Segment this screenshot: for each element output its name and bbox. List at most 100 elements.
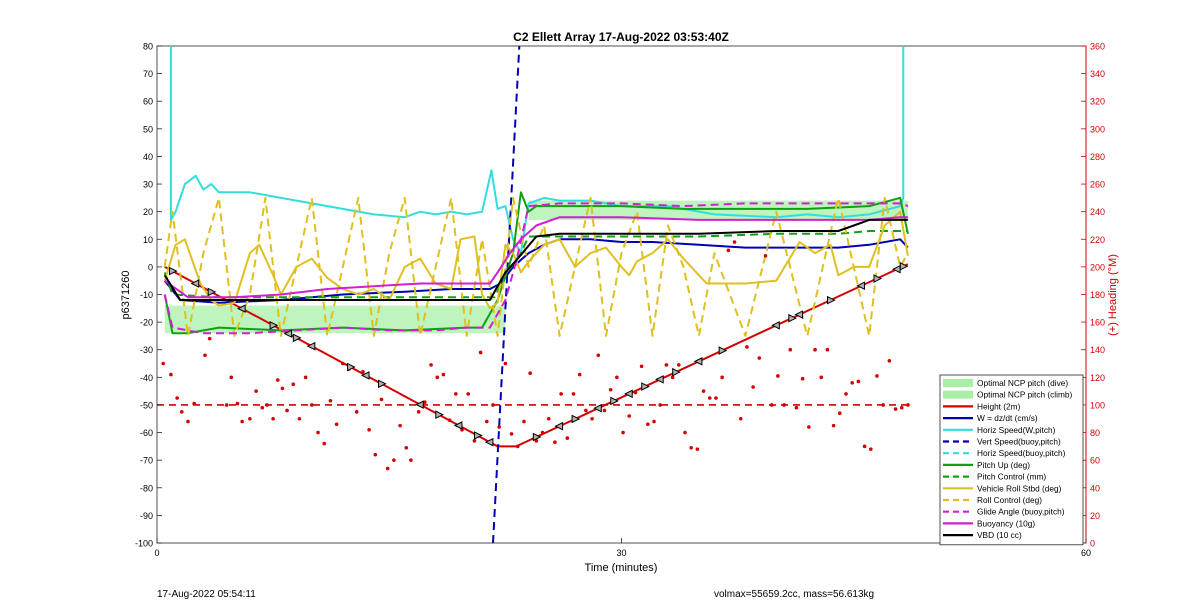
y2-tick-label: 60 — [1090, 456, 1100, 466]
heading-point — [285, 408, 289, 413]
heading-point — [466, 392, 471, 396]
legend-label: Optimal NCP pitch (dive) — [977, 378, 1068, 388]
heading-point — [316, 430, 320, 435]
heading-point — [224, 403, 229, 407]
y-tick-label: 70 — [143, 69, 153, 79]
heading-point — [367, 427, 371, 432]
heading-point — [429, 363, 433, 367]
y2-tick-label: 120 — [1090, 373, 1105, 383]
heading-point — [553, 440, 557, 445]
y-tick-label: -90 — [140, 511, 153, 521]
heading-point — [658, 403, 663, 407]
heading-point — [646, 422, 650, 427]
heading-point — [559, 392, 563, 396]
heading-point — [478, 350, 483, 355]
direction-marker — [378, 379, 387, 389]
y-tick-label: -60 — [140, 428, 153, 438]
legend-label: Horiz Speed(buoy,pitch) — [977, 448, 1066, 458]
direction-marker — [207, 287, 217, 297]
heading-point — [788, 347, 793, 352]
heading-point — [757, 356, 762, 360]
heading-point — [695, 447, 700, 451]
heading-point — [291, 382, 296, 387]
direction-marker — [788, 313, 797, 323]
heading-point — [807, 425, 811, 429]
direction-marker — [306, 341, 316, 351]
heading-point — [689, 445, 693, 450]
legend-label: Pitch Up (deg) — [977, 460, 1030, 470]
direction-marker — [655, 375, 664, 384]
y2-tick-label: 140 — [1090, 345, 1105, 355]
series-glide-angle-buoy-pitch — [163, 202, 909, 335]
direction-marker — [856, 281, 865, 291]
heading-point — [392, 458, 396, 462]
heading-point — [584, 408, 588, 413]
direction-marker — [347, 362, 356, 372]
heading-point — [192, 401, 196, 406]
series-layer — [157, 45, 909, 544]
legend-label: Height (2m) — [977, 401, 1021, 411]
heading-point — [868, 447, 873, 451]
direction-marker — [593, 403, 602, 413]
heading-point — [161, 361, 165, 366]
legend-label: Glide Angle (buoy,pitch) — [977, 507, 1065, 517]
direction-marker — [532, 432, 542, 442]
heading-point — [265, 403, 269, 407]
heading-point — [639, 364, 644, 369]
legend-label: Optimal NCP pitch (climb) — [977, 390, 1073, 400]
legend-label: W = dz/dt (cm/s) — [977, 413, 1038, 423]
heading-point — [621, 430, 625, 435]
heading-point — [423, 400, 427, 404]
direction-marker — [453, 421, 463, 430]
legend-box — [939, 374, 1084, 546]
heading-point — [714, 396, 718, 400]
y2-tick-label: 240 — [1090, 207, 1105, 217]
heading-point — [169, 372, 173, 377]
direction-marker — [283, 329, 293, 338]
heading-point — [596, 353, 601, 358]
heading-point — [838, 411, 842, 416]
legend-label: VBD (10 cc) — [977, 530, 1022, 540]
y2-axis-label: (+) Heading (°M) — [1107, 254, 1119, 336]
x-axis-label: Time (minutes) — [585, 562, 658, 574]
heading-point — [484, 419, 489, 424]
y-tick-label: -100 — [135, 539, 153, 549]
direction-marker — [292, 333, 302, 343]
heading-point — [271, 416, 275, 421]
y2-tick-label: 220 — [1090, 235, 1105, 245]
heading-point — [497, 425, 501, 429]
y-tick-label: -30 — [140, 345, 153, 355]
y-tick-label: 30 — [143, 180, 153, 190]
heading-point — [751, 385, 755, 389]
y2-tick-label: 160 — [1090, 318, 1105, 328]
series-vert-speed-buoy-pitch — [492, 45, 521, 544]
y-tick-label: 50 — [143, 124, 153, 134]
heading-point — [503, 361, 508, 366]
heading-point — [831, 423, 836, 428]
heading-point — [745, 345, 749, 349]
direction-markers — [168, 261, 909, 447]
y2-tick-label: 40 — [1090, 483, 1100, 493]
heading-point — [720, 375, 724, 380]
footer-timestamp: 17-Aug-2022 05:54:11 — [157, 589, 256, 600]
direction-marker — [554, 421, 564, 431]
series-roll-control-deg — [163, 196, 909, 337]
direction-marker — [718, 346, 728, 355]
y2-tick-label: 180 — [1090, 290, 1105, 300]
y2-tick-label: 260 — [1090, 180, 1105, 190]
footer-info: volmax=55659.2cc, mass=56.613kg — [714, 589, 875, 600]
direction-marker — [237, 304, 246, 313]
legend-label: Buoyancy (10g) — [977, 518, 1035, 528]
heading-point — [203, 353, 207, 358]
heading-point — [813, 347, 817, 352]
tick-labels: -100-90-80-70-60-50-40-30-20-10010203040… — [135, 42, 1105, 559]
heading-point — [906, 403, 910, 407]
series-vehicle-roll-stbd-deg — [163, 210, 909, 310]
direction-marker — [610, 396, 619, 406]
x-tick-label: 0 — [154, 548, 159, 558]
heading-point — [179, 410, 184, 414]
heading-point — [186, 419, 190, 424]
direction-marker — [873, 274, 883, 283]
heading-point — [240, 419, 244, 424]
direction-marker — [168, 266, 178, 276]
